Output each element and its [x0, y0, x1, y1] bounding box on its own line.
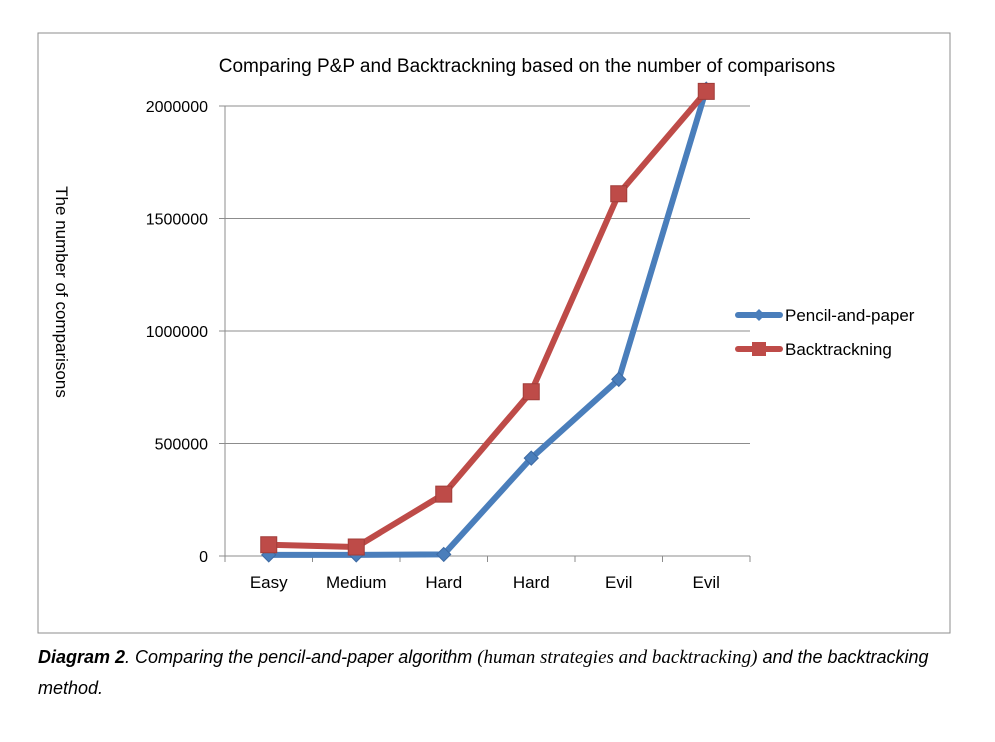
caption-text-1: . Comparing the pencil-and-paper algorit…	[125, 647, 478, 667]
x-tick-label: Medium	[326, 573, 386, 592]
data-point-square	[260, 536, 278, 554]
y-tick-label: 1500000	[146, 212, 208, 229]
caption-label: Diagram 2	[38, 647, 126, 667]
series-line-pencil-and-paper	[265, 86, 710, 558]
legend-marker-square	[752, 342, 766, 356]
y-tick-label: 1000000	[146, 324, 208, 341]
axes: 0 500000 1000000 1500000 2000000 Easy Medium Ha…	[146, 99, 751, 592]
caption-text-2: and the backtracking method.	[38, 647, 929, 698]
data-point-diamond	[436, 546, 452, 563]
chart-frame	[37, 32, 951, 634]
y-tick-label: 0	[199, 549, 208, 566]
y-tick-label: 2000000	[146, 99, 208, 116]
data-point-square	[697, 82, 715, 100]
chart-title: Comparing P&P and Backtrackning based on…	[219, 56, 835, 77]
figure-caption: Diagram 2. Comparing the pencil-and-pape…	[38, 642, 978, 703]
x-tick-label: Evil	[605, 573, 632, 592]
x-tick-label: Easy	[250, 573, 288, 592]
data-point-diamond	[523, 450, 539, 466]
legend-marker-diamond	[753, 309, 765, 321]
y-tick-label: 500000	[155, 437, 208, 454]
data-point-square	[522, 383, 540, 401]
series-line-backtrackning	[265, 88, 710, 550]
caption-text-serif: (human strategies and backtracking)	[477, 647, 758, 668]
data-point-square	[347, 538, 365, 556]
x-tick-label: Evil	[693, 573, 720, 592]
data-point-diamond	[611, 371, 627, 388]
y-axis-label: The number of comparisons	[52, 186, 71, 398]
legend-label: Backtrackning	[785, 340, 892, 359]
x-tick-label: Hard	[425, 573, 462, 592]
legend: Pencil-and-paper Backtrackning	[735, 306, 915, 359]
series-lines	[260, 81, 715, 563]
legend-label: Pencil-and-paper	[785, 306, 915, 325]
data-point-square	[435, 485, 453, 503]
data-point-square	[610, 185, 628, 203]
x-tick-label: Hard	[513, 573, 550, 592]
